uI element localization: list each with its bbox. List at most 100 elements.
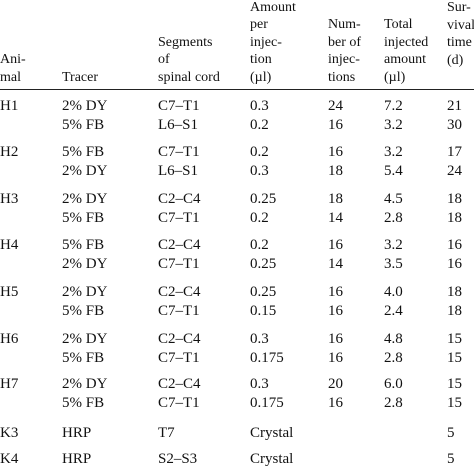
header-text: (µl) bbox=[384, 70, 406, 85]
table-cell: 0.25 bbox=[250, 191, 277, 207]
table-cell: T7 bbox=[158, 425, 175, 441]
table-cell: 2.4 bbox=[384, 302, 403, 319]
table-cell: C7–T1 bbox=[158, 144, 200, 160]
header-text: injec- bbox=[328, 52, 360, 68]
table-cell: 0.175 bbox=[250, 394, 284, 411]
table-cell: 20 bbox=[328, 376, 343, 392]
header-text: injec- bbox=[250, 34, 282, 50]
table-cell: 24 bbox=[328, 98, 343, 114]
table-cell: 3.2 bbox=[384, 237, 403, 253]
table-cell: 0.2 bbox=[250, 144, 269, 160]
animal-cell: H3 bbox=[0, 191, 19, 207]
table-cell: 18 bbox=[447, 302, 462, 319]
table-cell: 4.5 bbox=[384, 191, 403, 207]
table-cell: 0.3 bbox=[250, 331, 269, 347]
header-text: (d) bbox=[447, 53, 464, 68]
table-cell: 0.15 bbox=[250, 302, 277, 319]
table-cell: C7–T1 bbox=[158, 349, 200, 366]
header-text: Ani- bbox=[0, 52, 26, 68]
table-cell: 0.2 bbox=[250, 209, 269, 226]
animal-cell: H7 bbox=[0, 376, 19, 392]
table-cell: 16 bbox=[447, 255, 462, 272]
animal-cell: K4 bbox=[0, 451, 19, 467]
table-cell: 0.175 bbox=[250, 349, 284, 366]
table-cell: 16 bbox=[447, 237, 462, 253]
table-cell: 18 bbox=[447, 284, 462, 300]
table-cell: 5% FB bbox=[62, 116, 105, 133]
table-cell: 5% FB bbox=[62, 144, 105, 160]
animal-cell: H2 bbox=[0, 144, 19, 160]
table-cell: C2–C4 bbox=[158, 191, 201, 207]
table-cell: C2–C4 bbox=[158, 376, 201, 392]
table-cell: C2–C4 bbox=[158, 331, 201, 347]
table-cell: 4.8 bbox=[384, 331, 403, 347]
table-cell: 15 bbox=[447, 331, 462, 347]
table-cell: 2% DY bbox=[62, 284, 108, 300]
table-cell: 5% FB bbox=[62, 394, 105, 411]
table-cell: 5% FB bbox=[62, 237, 105, 253]
table-cell: 15 bbox=[447, 376, 462, 392]
header-rule bbox=[0, 89, 474, 90]
table-cell: 0.2 bbox=[250, 237, 269, 253]
table-cell: 0.3 bbox=[250, 376, 269, 392]
header-text: vival bbox=[447, 17, 474, 33]
header-text: tion bbox=[250, 52, 272, 68]
header-text: injected bbox=[384, 34, 429, 50]
table-cell: 2.8 bbox=[384, 349, 403, 366]
animal-cell: H5 bbox=[0, 284, 19, 300]
table-cell: 5% FB bbox=[62, 302, 105, 319]
table-cell: 5% FB bbox=[62, 349, 105, 366]
table-cell: 18 bbox=[447, 191, 462, 207]
header-text: ber of bbox=[328, 34, 362, 50]
table-cell: 6.0 bbox=[384, 376, 403, 392]
table-cell: C7–T1 bbox=[158, 209, 200, 226]
table-cell: 16 bbox=[328, 237, 343, 253]
table-cell: C7–T1 bbox=[158, 394, 200, 411]
table-cell: 18 bbox=[328, 191, 343, 207]
header-text: Segments bbox=[158, 34, 213, 50]
table-cell: HRP bbox=[62, 451, 92, 467]
table-cell: 16 bbox=[328, 394, 343, 411]
table-cell: 0.3 bbox=[250, 98, 269, 114]
table-cell: 5% FB bbox=[62, 209, 105, 226]
table-cell: Crystal bbox=[250, 451, 294, 467]
header-text: (µl) bbox=[250, 70, 272, 85]
table-cell: 3.2 bbox=[384, 116, 403, 133]
header-text: Tracer bbox=[62, 70, 99, 85]
table-cell: 5.4 bbox=[384, 162, 403, 179]
table-cell: 7.2 bbox=[384, 98, 403, 114]
table-cell: 3.2 bbox=[384, 144, 403, 160]
table-cell: 30 bbox=[447, 116, 462, 133]
header-text: Total bbox=[384, 17, 413, 33]
table-cell: C2–C4 bbox=[158, 284, 201, 300]
animal-cell: K3 bbox=[0, 425, 19, 441]
table-cell: 0.25 bbox=[250, 255, 277, 272]
animal-cell: H4 bbox=[0, 237, 19, 253]
table-cell: 2% DY bbox=[62, 191, 108, 207]
header-text: Sur- bbox=[447, 0, 471, 16]
table-cell: 18 bbox=[328, 162, 343, 179]
header-text: spinal cord bbox=[158, 70, 220, 85]
table-cell: 17 bbox=[447, 144, 462, 160]
table-cell: Crystal bbox=[250, 425, 294, 441]
table-cell: 16 bbox=[328, 349, 343, 366]
table-cell: C7–T1 bbox=[158, 255, 200, 272]
table-cell: 15 bbox=[447, 394, 462, 411]
table-cell: 14 bbox=[328, 209, 343, 226]
table-cell: 18 bbox=[447, 209, 462, 226]
table-cell: 0.3 bbox=[250, 162, 269, 179]
table-cell: C2–C4 bbox=[158, 237, 201, 253]
table-cell: 24 bbox=[447, 162, 462, 179]
table-cell: 15 bbox=[447, 349, 462, 366]
table-cell: S2–S3 bbox=[158, 451, 198, 467]
table-cell: 2% DY bbox=[62, 376, 108, 392]
animal-cell: H1 bbox=[0, 98, 19, 114]
animal-cell: H6 bbox=[0, 331, 19, 347]
table-cell: HRP bbox=[62, 425, 92, 441]
table-cell: 3.5 bbox=[384, 255, 403, 272]
table-cell: 16 bbox=[328, 331, 343, 347]
header-text: per bbox=[250, 17, 268, 33]
table-cell: L6–S1 bbox=[158, 162, 199, 179]
header-text: tions bbox=[328, 70, 356, 85]
